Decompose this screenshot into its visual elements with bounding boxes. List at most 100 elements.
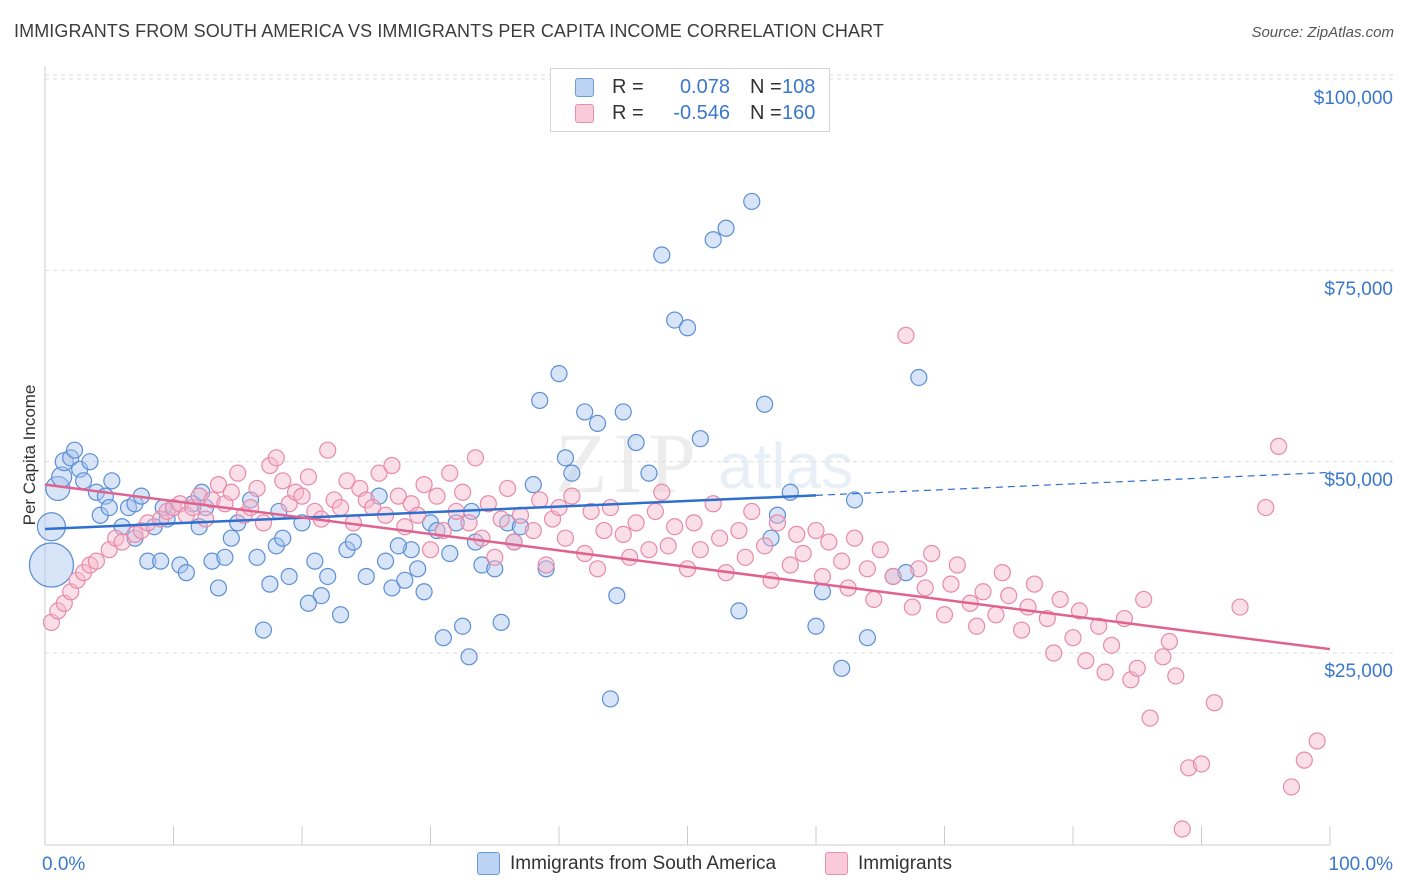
point-south-america: [556, 449, 575, 467]
legend-r-label: R =: [612, 75, 644, 98]
legend-n-label: N =: [750, 101, 782, 124]
point-immigrants: [1090, 617, 1108, 635]
point-immigrants: [968, 617, 986, 635]
point-south-america: [331, 606, 350, 624]
point-immigrants: [1269, 437, 1288, 455]
point-immigrants: [1000, 586, 1018, 605]
point-immigrants: [858, 560, 877, 578]
point-immigrants: [942, 575, 960, 593]
point-immigrants: [1257, 498, 1275, 517]
point-immigrants: [691, 541, 709, 559]
y-tick-label-25000: $25,000: [1324, 661, 1393, 682]
point-south-america: [666, 311, 684, 329]
point-immigrants: [781, 556, 799, 574]
point-immigrants: [993, 564, 1011, 582]
point-immigrants: [865, 590, 883, 609]
point-south-america: [376, 552, 395, 570]
point-immigrants: [1160, 632, 1178, 651]
point-south-america: [537, 560, 555, 578]
trend-lines: [44, 471, 1331, 651]
legend-item-label: Immigrants from South America: [510, 852, 777, 874]
legend-swatch-pink: [825, 852, 848, 875]
point-south-america: [100, 498, 118, 517]
point-immigrants: [813, 567, 832, 586]
point-immigrants: [460, 514, 478, 532]
point-immigrants: [1019, 598, 1037, 616]
point-south-america: [312, 586, 330, 605]
point-south-america: [640, 464, 658, 482]
y-tick-label-75000: $75,000: [1324, 279, 1393, 300]
legend-item-immigrants[interactable]: Immigrants: [825, 852, 952, 875]
point-immigrants: [1167, 667, 1185, 685]
point-south-america: [492, 613, 510, 631]
point-south-america: [152, 552, 170, 570]
point-immigrants: [254, 514, 273, 532]
point-immigrants: [935, 606, 954, 624]
point-immigrants: [910, 560, 928, 578]
point-south-america: [65, 441, 84, 459]
legend-swatch-blue: [477, 852, 500, 875]
tick-labels: $100,000 $75,000 $50,000 $25,000 0.0% 10…: [42, 88, 1393, 875]
point-immigrants: [338, 472, 356, 490]
point-immigrants: [711, 529, 729, 547]
point-immigrants: [1180, 759, 1198, 777]
point-south-america: [576, 403, 594, 421]
legend-n-label: N =: [750, 75, 782, 98]
point-south-america: [755, 395, 774, 413]
point-immigrants: [209, 476, 228, 494]
point-immigrants: [794, 544, 812, 563]
point-immigrants: [743, 502, 761, 521]
point-immigrants: [563, 487, 581, 505]
point-immigrants: [588, 560, 607, 578]
point-immigrants: [274, 472, 292, 490]
correlation-legend: R = 0.078 N = 108 R = -0.546 N = 160: [550, 68, 830, 132]
point-south-america: [203, 552, 221, 570]
point-immigrants: [730, 521, 748, 540]
point-immigrants: [197, 510, 215, 528]
point-immigrants: [505, 533, 523, 551]
point-south-america: [36, 512, 67, 542]
point-south-america: [691, 430, 709, 448]
y-tick-label-50000: $50,000: [1324, 470, 1393, 491]
point-immigrants: [1077, 652, 1095, 670]
y-axis-label: Per Capita Income: [20, 384, 39, 526]
point-south-america: [415, 583, 433, 601]
legend-swatch-pink: [575, 103, 594, 123]
point-immigrants: [833, 552, 851, 570]
point-south-america: [396, 571, 414, 589]
point-immigrants: [409, 506, 427, 524]
point-south-america: [524, 476, 542, 494]
point-immigrants: [1070, 602, 1089, 620]
point-south-america: [139, 552, 157, 570]
point-south-america: [177, 564, 195, 582]
point-immigrants: [466, 449, 485, 467]
legend-swatch-blue: [575, 77, 594, 97]
point-south-america: [717, 219, 735, 237]
point-south-america: [74, 472, 93, 490]
trend-line-south-america-extension: [815, 471, 1331, 496]
point-immigrants: [1231, 598, 1249, 616]
point-south-america: [910, 368, 928, 387]
point-immigrants: [1102, 636, 1121, 654]
point-immigrants: [1205, 694, 1223, 712]
point-immigrants: [916, 579, 934, 597]
x-tick-label-max: 100.0%: [1329, 854, 1394, 875]
point-immigrants: [441, 464, 459, 482]
point-immigrants: [646, 502, 664, 521]
point-immigrants: [640, 541, 658, 559]
point-immigrants: [762, 571, 780, 589]
point-south-america: [402, 541, 420, 559]
legend-item-south-america[interactable]: Immigrants from South America: [477, 852, 776, 875]
point-south-america: [653, 246, 671, 264]
source-label: Source: ZipAtlas.com: [1251, 24, 1394, 41]
point-south-america: [730, 602, 748, 620]
point-south-america: [389, 537, 407, 555]
point-immigrants: [1045, 644, 1063, 662]
point-immigrants: [923, 544, 941, 563]
point-south-america: [261, 575, 279, 593]
point-immigrants: [1064, 629, 1082, 647]
point-south-america: [833, 659, 851, 677]
point-immigrants: [203, 491, 221, 509]
point-south-america: [103, 472, 121, 490]
point-immigrants: [1012, 621, 1031, 639]
